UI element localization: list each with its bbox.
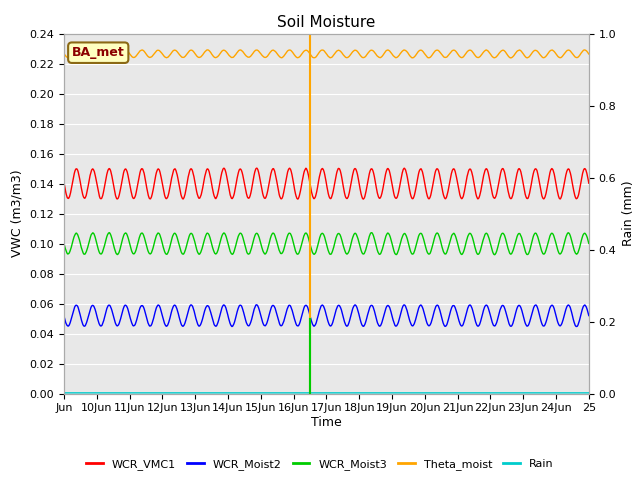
- Legend: WCR_VMC1, WCR_Moist2, WCR_Moist3, Theta_moist, Rain: WCR_VMC1, WCR_Moist2, WCR_Moist3, Theta_…: [82, 455, 558, 474]
- Title: Soil Moisture: Soil Moisture: [277, 15, 376, 30]
- Y-axis label: VWC (m3/m3): VWC (m3/m3): [11, 170, 24, 257]
- Y-axis label: Rain (mm): Rain (mm): [622, 181, 635, 246]
- X-axis label: Time: Time: [311, 416, 342, 429]
- Text: BA_met: BA_met: [72, 46, 125, 59]
